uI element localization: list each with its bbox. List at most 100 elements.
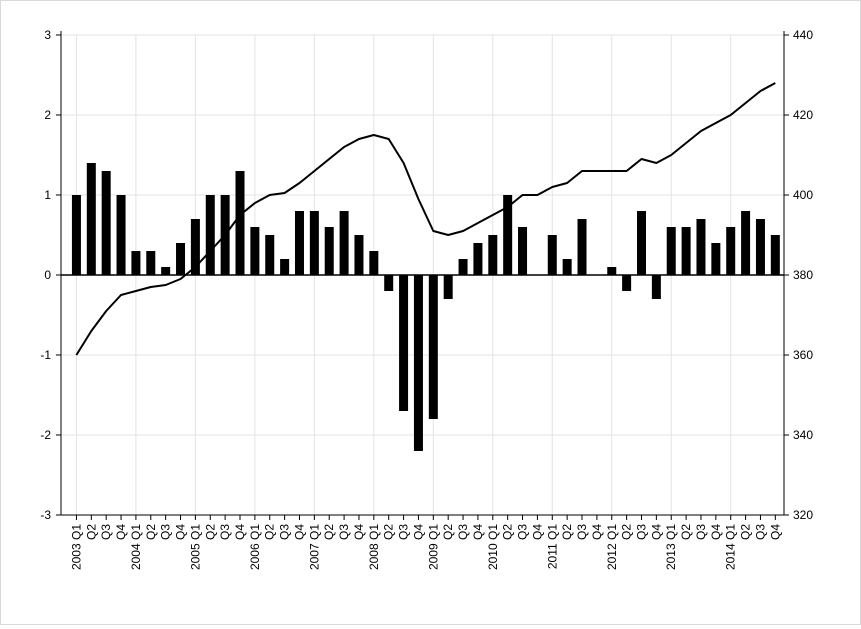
x-tick-label: 2009 Q1: [426, 524, 440, 570]
bar: [369, 251, 379, 275]
x-tick-label: Q4: [649, 524, 663, 540]
x-tick-label: Q3: [397, 524, 411, 540]
bar: [309, 211, 319, 275]
bar: [428, 275, 438, 419]
left-tick-label: 0: [44, 268, 51, 282]
right-tick-label: 340: [793, 428, 813, 442]
bar: [681, 227, 691, 275]
x-tick-label: Q4: [709, 524, 723, 540]
x-tick-label: 2011 Q1: [545, 524, 559, 569]
x-tick-label: Q2: [739, 524, 753, 540]
x-tick-label: Q4: [293, 524, 307, 540]
bar: [176, 243, 186, 275]
bar: [161, 267, 171, 275]
bar: [488, 235, 498, 275]
right-axis-ticks: 320 340 360 380 400 420 440: [784, 28, 813, 522]
x-tick-label: Q2: [322, 524, 336, 540]
left-tick-label: 3: [44, 28, 51, 42]
left-tick-label: -2: [40, 428, 51, 442]
x-tick-label: Q3: [575, 524, 589, 540]
bar: [547, 235, 557, 275]
x-tick-label: Q2: [203, 524, 217, 540]
x-tick-label: 2004 Q1: [129, 524, 143, 570]
bar: [399, 275, 409, 411]
bar: [755, 219, 765, 275]
x-tick-label: Q2: [263, 524, 277, 540]
x-tick-label: 2005 Q1: [188, 524, 202, 570]
bar: [607, 267, 617, 275]
bar: [71, 195, 81, 275]
x-tick-label: Q3: [337, 524, 351, 540]
bar: [562, 259, 572, 275]
bar: [770, 235, 780, 275]
x-tick-label: 2014 Q1: [724, 524, 738, 570]
bar: [443, 275, 453, 299]
x-tick-label: Q2: [144, 524, 158, 540]
bar: [413, 275, 423, 451]
bar: [636, 211, 646, 275]
left-tick-label: 2: [44, 108, 51, 122]
right-tick-label: 420: [793, 108, 813, 122]
x-tick-label: 2013 Q1: [664, 524, 678, 570]
x-tick-label: Q3: [516, 524, 530, 540]
bar: [384, 275, 394, 291]
x-tick-label: Q2: [441, 524, 455, 540]
bar: [101, 171, 111, 275]
bar: [666, 227, 676, 275]
right-tick-label: 440: [793, 28, 813, 42]
bar: [741, 211, 751, 275]
bar: [146, 251, 156, 275]
bar: [116, 195, 126, 275]
x-tick-label: Q3: [635, 524, 649, 540]
x-tick-label: Q4: [352, 524, 366, 540]
x-tick-label: 2010 Q1: [486, 524, 500, 570]
right-tick-label: 320: [793, 508, 813, 522]
left-tick-label: -1: [40, 348, 51, 362]
bar: [131, 251, 141, 275]
bar-series: [71, 163, 780, 451]
x-tick-label: Q4: [590, 524, 604, 540]
line-series: [75, 82, 776, 356]
x-tick-label: Q2: [679, 524, 693, 540]
bar: [696, 219, 706, 275]
x-tick-label: Q4: [174, 524, 188, 540]
x-tick-label: Q4: [768, 524, 782, 540]
x-tick-label: Q3: [159, 524, 173, 540]
bar: [458, 259, 468, 275]
x-tick-label: 2003 Q1: [69, 524, 83, 570]
right-tick-label: 360: [793, 348, 813, 362]
x-tick-label: Q2: [382, 524, 396, 540]
x-tick-label: 2012 Q1: [605, 524, 619, 570]
bar: [265, 235, 275, 275]
index-line: [75, 82, 776, 356]
bar: [473, 243, 483, 275]
bar: [726, 227, 736, 275]
x-tick-label: 2007 Q1: [307, 524, 321, 570]
x-tick-label: Q3: [99, 524, 113, 540]
bar: [503, 195, 513, 275]
x-tick-label: Q3: [754, 524, 768, 540]
bar: [280, 259, 290, 275]
bar: [294, 211, 304, 275]
x-tick-label: Q4: [530, 524, 544, 540]
bar: [711, 243, 721, 275]
left-tick-label: -3: [40, 508, 51, 522]
bar: [577, 219, 587, 275]
x-tick-label: Q2: [501, 524, 515, 540]
x-tick-label: Q3: [278, 524, 292, 540]
bar: [324, 227, 334, 275]
x-tick-label: Q2: [620, 524, 634, 540]
x-tick-label: Q2: [560, 524, 574, 540]
left-axis-ticks: -3 -2 -1 0 1 2 3: [40, 28, 61, 522]
right-tick-label: 400: [793, 188, 813, 202]
bar: [518, 227, 528, 275]
x-tick-label: Q4: [114, 524, 128, 540]
x-tick-label: 2008 Q1: [367, 524, 381, 570]
bar: [354, 235, 364, 275]
x-tick-label: Q4: [411, 524, 425, 540]
bar: [622, 275, 632, 291]
x-tick-label: Q2: [84, 524, 98, 540]
bar: [651, 275, 661, 299]
left-tick-label: 1: [44, 188, 51, 202]
